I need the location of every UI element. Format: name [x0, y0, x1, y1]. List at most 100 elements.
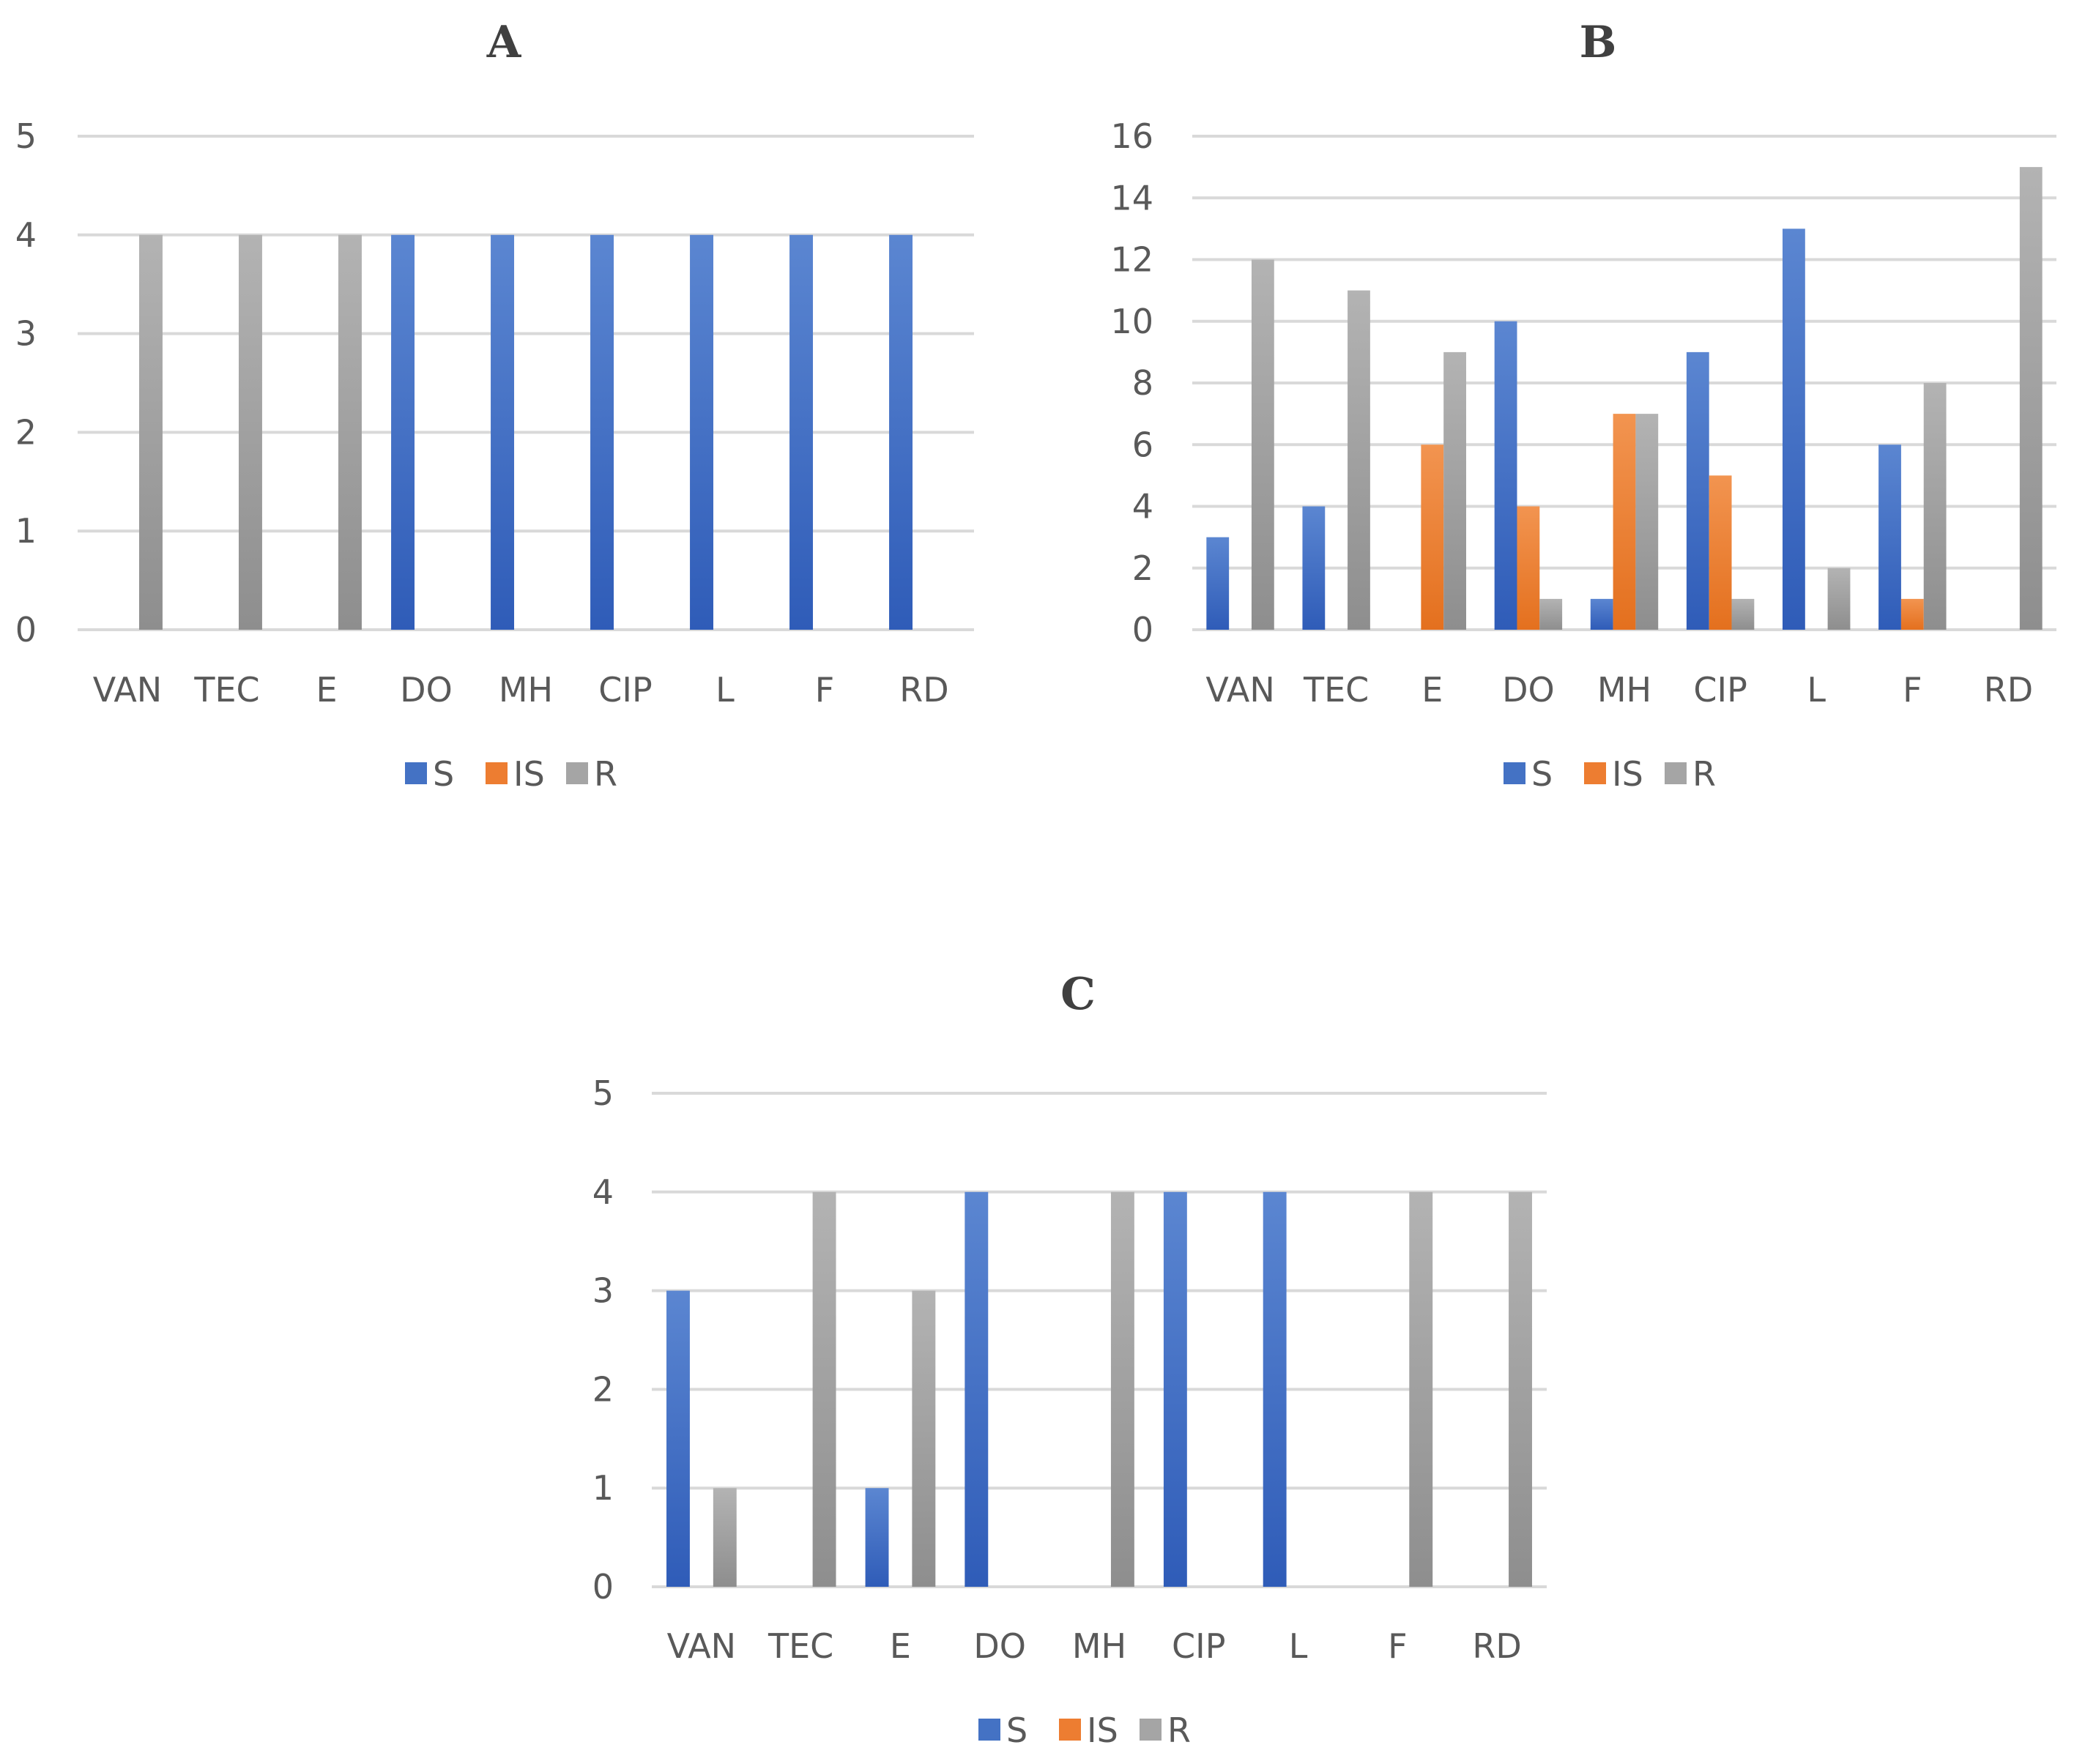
- bar-a-s-do: [391, 234, 415, 630]
- x-category-label-a-3: DO: [400, 670, 453, 710]
- bar-b-is-f: [1900, 598, 1924, 630]
- legend-swatch-a-s: [405, 762, 427, 784]
- x-category-label-b-2: E: [1421, 670, 1443, 710]
- x-category-label-a-7: F: [815, 670, 834, 710]
- y-tick-label-c-4: 4: [592, 1172, 614, 1212]
- legend-label-b-s: S: [1531, 754, 1553, 794]
- x-category-label-b-1: TEC: [1303, 670, 1369, 710]
- bar-b-r-van: [1251, 259, 1274, 630]
- bar-a-r-e: [338, 234, 362, 630]
- bar-b-is-cip: [1709, 475, 1732, 630]
- bar-b-r-rd: [2019, 167, 2043, 630]
- bar-c-r-f: [1409, 1191, 1433, 1587]
- legend-label-a-is: IS: [513, 754, 545, 794]
- y-tick-label-c-2: 2: [592, 1369, 614, 1409]
- bar-b-r-f: [1923, 383, 1947, 630]
- y-tick-label-c-0: 0: [592, 1567, 614, 1607]
- x-category-label-a-5: CIP: [598, 670, 652, 710]
- x-category-label-a-4: MH: [499, 670, 553, 710]
- chart-title-a: A: [486, 17, 522, 68]
- bar-b-r-l: [1827, 567, 1851, 630]
- bar-b-s-do: [1494, 321, 1517, 630]
- legend-swatch-c-is: [1059, 1719, 1081, 1741]
- bar-b-r-mh: [1635, 414, 1659, 630]
- y-tick-label-b-8: 16: [1110, 116, 1153, 156]
- bar-c-r-mh: [1110, 1191, 1134, 1587]
- y-tick-label-b-2: 4: [1132, 487, 1153, 526]
- legend-swatch-c-s: [978, 1719, 1000, 1741]
- bar-c-r-tec: [812, 1191, 836, 1587]
- chart-b: B 0 2 4 6 8 10 12 14 16 VAN TEC E DO MH CIP L F RD S IS R: [1110, 17, 2056, 794]
- x-category-label-c-6: L: [1289, 1626, 1308, 1666]
- chart-title-b: B: [1580, 17, 1617, 68]
- x-category-label-a-8: RD: [899, 670, 948, 710]
- x-category-label-a-2: E: [316, 670, 337, 710]
- bar-b-is-mh: [1613, 414, 1636, 630]
- chart-a: A 0 1 2 3 4 5 VAN TEC E DO MH CIP L F RD S IS R: [15, 17, 974, 794]
- legend-item-a-is: IS: [486, 754, 545, 794]
- y-tick-label-a-3: 3: [15, 314, 37, 354]
- x-category-label-b-4: MH: [1597, 670, 1651, 710]
- bar-c-s-van: [666, 1290, 690, 1587]
- bar-a-s-mh: [491, 234, 515, 630]
- x-category-label-c-7: F: [1388, 1626, 1407, 1666]
- bar-a-s-l: [690, 234, 714, 630]
- x-category-label-b-0: VAN: [1205, 670, 1274, 710]
- legend-item-a-r: R: [566, 754, 617, 794]
- bar-b-r-tec: [1348, 290, 1370, 630]
- bar-b-s-f: [1878, 444, 1901, 630]
- x-category-label-a-1: TEC: [193, 670, 259, 710]
- legend-item-a-s: S: [405, 754, 454, 794]
- y-tick-label-a-4: 4: [15, 215, 37, 255]
- legend-swatch-b-r: [1665, 762, 1687, 784]
- y-tick-label-b-6: 12: [1110, 240, 1153, 280]
- legend-item-b-s: S: [1504, 754, 1553, 794]
- y-tick-label-a-1: 1: [15, 511, 37, 551]
- x-category-label-b-3: DO: [1502, 670, 1555, 710]
- legend-label-c-r: R: [1167, 1711, 1191, 1750]
- y-tick-label-c-3: 3: [592, 1271, 614, 1311]
- chart-c: C 0 1 2 3 4 5 VAN TEC E DO MH CIP L F RD S IS R: [592, 969, 1547, 1750]
- bar-a-r-tec: [238, 234, 262, 630]
- x-category-label-c-3: DO: [973, 1626, 1026, 1666]
- x-category-label-c-2: E: [890, 1626, 911, 1666]
- x-category-label-c-4: MH: [1072, 1626, 1126, 1666]
- x-category-label-b-6: L: [1807, 670, 1826, 710]
- bar-b-is-do: [1517, 506, 1540, 630]
- bar-c-s-l: [1263, 1191, 1287, 1587]
- bar-c-s-do: [965, 1191, 989, 1587]
- y-tick-label-a-5: 5: [15, 116, 37, 156]
- bar-a-r-van: [138, 234, 163, 630]
- y-tick-label-b-3: 6: [1132, 425, 1153, 464]
- y-tick-label-b-1: 2: [1132, 548, 1153, 588]
- legend-label-b-is: IS: [1612, 754, 1643, 794]
- legend-swatch-a-is: [486, 762, 508, 784]
- legend-item-c-is: IS: [1059, 1711, 1118, 1750]
- y-tick-label-b-0: 0: [1132, 610, 1153, 650]
- legend-item-c-r: R: [1140, 1711, 1191, 1750]
- y-tick-label-b-4: 8: [1132, 363, 1153, 403]
- y-tick-label-b-5: 10: [1110, 302, 1153, 341]
- legend-swatch-c-r: [1140, 1719, 1162, 1741]
- legend-item-c-s: S: [978, 1711, 1027, 1750]
- bar-b-r-e: [1443, 351, 1466, 630]
- bar-a-s-cip: [590, 234, 614, 630]
- bar-b-is-e: [1421, 444, 1444, 630]
- x-category-label-b-7: F: [1903, 670, 1922, 710]
- bar-b-s-van: [1206, 537, 1230, 630]
- legend-item-b-is: IS: [1584, 754, 1643, 794]
- y-tick-label-c-5: 5: [592, 1073, 614, 1113]
- x-category-label-b-5: CIP: [1693, 670, 1747, 710]
- bar-b-r-do: [1539, 598, 1563, 630]
- bar-c-r-e: [912, 1290, 936, 1587]
- bar-b-s-mh: [1590, 598, 1613, 630]
- x-category-label-a-0: VAN: [93, 670, 162, 710]
- bar-c-r-rd: [1509, 1191, 1532, 1587]
- bar-b-s-cip: [1686, 351, 1709, 630]
- legend-label-a-s: S: [433, 754, 454, 794]
- legend-swatch-a-r: [566, 762, 588, 784]
- bar-a-s-rd: [889, 234, 913, 630]
- x-category-label-a-6: L: [716, 670, 735, 710]
- y-tick-label-b-7: 14: [1110, 178, 1153, 217]
- bar-b-r-cip: [1731, 598, 1755, 630]
